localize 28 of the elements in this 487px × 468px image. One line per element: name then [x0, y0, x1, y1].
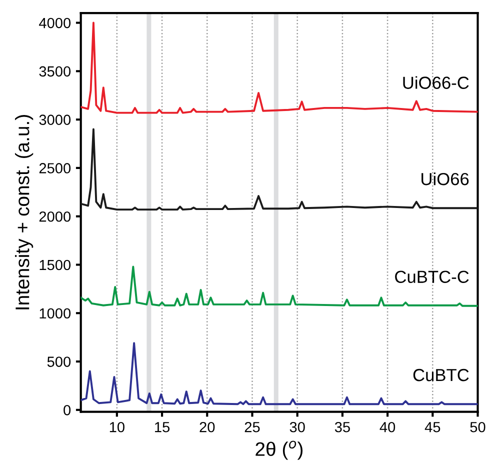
- series-label: UiO66: [422, 172, 469, 186]
- y-tick-label: 4000: [39, 18, 71, 28]
- x-axis-title: 2θ ($^{o}$): [256, 440, 303, 460]
- series-label: UiO66-C: [403, 76, 469, 89]
- line-series: [80, 22, 478, 114]
- y-tick-label: 1500: [40, 260, 71, 270]
- y-tick-label: 2000: [39, 211, 71, 222]
- y-tick-label: 2500: [39, 163, 71, 174]
- x-tick-label: 45: [424, 422, 440, 432]
- y-tick-label: 1000: [40, 308, 71, 319]
- y-tick-label: 3000: [39, 114, 71, 125]
- x-tick-label: 50: [470, 422, 486, 432]
- series-label: CuBTC-C: [395, 270, 469, 283]
- series-label: CuBTC: [413, 368, 469, 382]
- y-tick-label: 500: [47, 356, 71, 367]
- x-tick-label: 35: [334, 422, 350, 432]
- x-tick-label: 15: [155, 422, 170, 432]
- line-series: [80, 342, 478, 406]
- y-tick-label: 3500: [39, 66, 71, 77]
- x-tick-label: 25: [244, 422, 260, 432]
- y-tick-label: 0: [64, 405, 71, 416]
- line-series: [80, 266, 478, 307]
- y-axis-title: Intensity + const. (a.u.): [15, 115, 34, 310]
- line-series: [80, 128, 478, 211]
- x-tick-label: 30: [290, 422, 305, 432]
- x-tick-label: 10: [110, 422, 124, 432]
- x-tick-label: 20: [200, 422, 215, 432]
- x-tick-label: 40: [380, 422, 396, 432]
